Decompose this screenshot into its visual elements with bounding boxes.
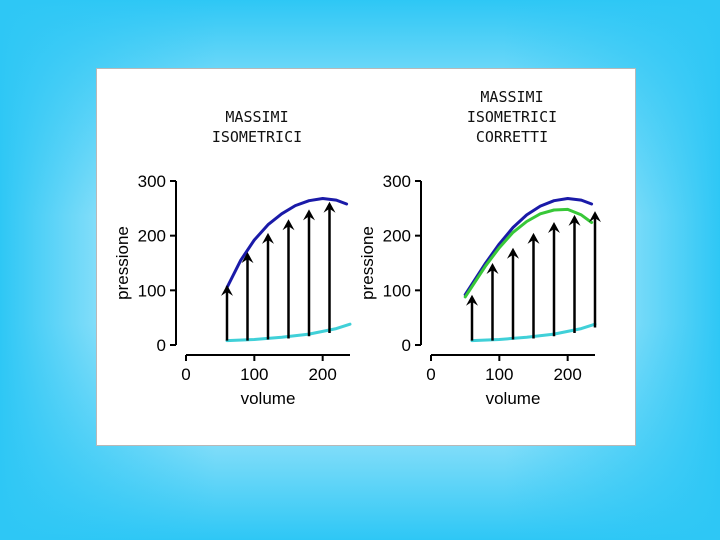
arrow-head: [589, 211, 601, 223]
y-tick-label: 300: [138, 172, 166, 191]
y-axis-label: pressione: [113, 226, 132, 300]
arrow-head: [241, 252, 254, 264]
x-tick-label: 200: [553, 365, 581, 384]
arrow-head: [527, 232, 540, 244]
y-tick-label: 100: [138, 281, 166, 300]
series-line: [463, 197, 594, 297]
arrow-head: [282, 219, 295, 231]
series-line: [463, 207, 594, 299]
y-tick-label: 200: [138, 227, 166, 246]
x-tick-label: 0: [181, 365, 190, 384]
y-tick-label: 200: [383, 227, 411, 246]
y-tick-label: 0: [402, 336, 411, 355]
arrow-head: [303, 209, 315, 221]
y-tick-label: 300: [383, 172, 411, 191]
x-tick-label: 0: [426, 365, 435, 384]
arrow-head: [262, 232, 274, 244]
arrow-head: [323, 201, 336, 213]
slide-card: MASSIMI ISOMETRICI MASSIMI ISOMETRICI CO…: [96, 68, 636, 446]
x-tick-label: 200: [308, 365, 336, 384]
arrow-head: [507, 247, 519, 259]
series-line: [225, 197, 349, 290]
y-axis-label: pressione: [358, 226, 377, 300]
series-line: [225, 322, 352, 343]
arrow-head: [548, 222, 560, 233]
x-axis-label: volume: [486, 389, 541, 408]
arrow-head: [486, 263, 499, 274]
y-tick-label: 100: [383, 281, 411, 300]
x-tick-label: 100: [240, 365, 268, 384]
arrow-head: [221, 284, 233, 296]
left-panel-title: MASSIMI ISOMETRICI: [211, 108, 303, 146]
arrow-head: [466, 294, 478, 306]
series-line: [470, 322, 597, 343]
x-tick-label: 100: [485, 365, 513, 384]
right-panel-title: MASSIMI ISOMETRICI CORRETTI: [466, 88, 558, 146]
x-axis-label: volume: [241, 389, 296, 408]
y-tick-label: 0: [157, 336, 166, 355]
arrow-head: [568, 214, 581, 226]
